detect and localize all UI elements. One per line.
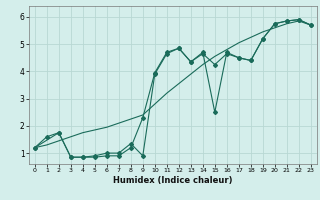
- X-axis label: Humidex (Indice chaleur): Humidex (Indice chaleur): [113, 176, 233, 185]
